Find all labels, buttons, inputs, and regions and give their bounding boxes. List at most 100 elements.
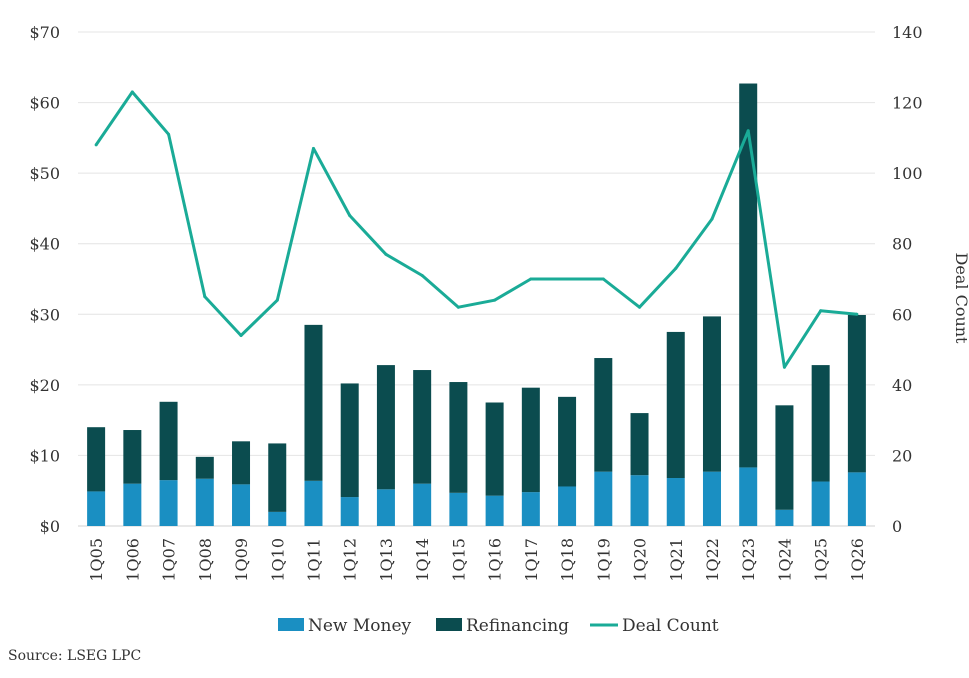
legend-label: New Money bbox=[308, 616, 412, 636]
deal-count-point bbox=[601, 277, 605, 281]
right-tick-label: 0 bbox=[892, 517, 902, 536]
x-tick-label: 1Q05 bbox=[87, 538, 106, 582]
bar-refinancing bbox=[775, 405, 794, 510]
x-tick-label: 1Q07 bbox=[160, 538, 179, 582]
right-axis-ticks: 0 20 40 60 80 100 120 140 bbox=[892, 23, 923, 536]
deal-count-point bbox=[94, 143, 98, 147]
bars bbox=[87, 83, 866, 526]
bar-new-money bbox=[811, 481, 830, 526]
legend-item: Refinancing bbox=[436, 616, 569, 636]
deal-count-point bbox=[239, 333, 243, 337]
legend-label: Refinancing bbox=[466, 616, 569, 636]
bar-new-money bbox=[232, 484, 251, 526]
bar-refinancing bbox=[739, 83, 758, 468]
legend: New Money Refinancing Deal Count bbox=[278, 616, 719, 636]
x-tick-label: 1Q13 bbox=[377, 538, 396, 582]
deal-count-point bbox=[311, 146, 315, 150]
bar-refinancing bbox=[413, 370, 432, 484]
bar-new-money bbox=[123, 483, 142, 526]
legend-label: Deal Count bbox=[622, 616, 719, 636]
deal-count-point bbox=[674, 266, 678, 270]
x-tick-label: 1Q18 bbox=[558, 538, 577, 582]
deal-count-point bbox=[710, 217, 714, 221]
deal-count-point bbox=[203, 295, 207, 299]
deal-count-point bbox=[275, 298, 279, 302]
bar-new-money bbox=[775, 509, 794, 526]
right-tick-label: 40 bbox=[892, 376, 912, 395]
bar-refinancing bbox=[123, 430, 142, 484]
bar-new-money bbox=[521, 492, 540, 526]
deal-count-point bbox=[167, 132, 171, 136]
source-note: Source: LSEG LPC bbox=[8, 648, 142, 664]
x-tick-label: 1Q21 bbox=[667, 538, 686, 582]
x-tick-label: 1Q22 bbox=[703, 538, 722, 582]
x-tick-label: 1Q08 bbox=[196, 538, 215, 582]
x-tick-label: 1Q06 bbox=[123, 538, 142, 582]
bar-refinancing bbox=[304, 324, 323, 481]
x-tick-label: 1Q19 bbox=[594, 538, 613, 582]
bar-new-money bbox=[594, 471, 613, 526]
bar-refinancing bbox=[594, 358, 613, 472]
deal-count-point bbox=[493, 298, 497, 302]
bar-new-money bbox=[449, 492, 468, 526]
bar-refinancing bbox=[630, 413, 649, 476]
x-tick-label: 1Q14 bbox=[413, 538, 432, 582]
deal-count-point bbox=[130, 90, 134, 94]
right-tick-label: 100 bbox=[892, 164, 923, 183]
left-tick-label: $20 bbox=[29, 376, 60, 395]
bar-refinancing bbox=[847, 314, 866, 473]
right-tick-label: 140 bbox=[892, 23, 923, 42]
bar-new-money bbox=[159, 480, 178, 526]
x-tick-label: 1Q25 bbox=[812, 538, 831, 582]
bar-new-money bbox=[304, 480, 323, 526]
right-tick-label: 60 bbox=[892, 305, 912, 324]
bar-refinancing bbox=[87, 427, 106, 492]
bar-refinancing bbox=[268, 443, 287, 512]
bar-new-money bbox=[485, 495, 504, 526]
right-tick-label: 120 bbox=[892, 94, 923, 113]
bar-new-money bbox=[558, 486, 577, 526]
right-tick-label: 80 bbox=[892, 235, 912, 254]
x-tick-label: 1Q23 bbox=[739, 538, 758, 582]
right-tick-label: 20 bbox=[892, 446, 912, 465]
gridlines bbox=[78, 31, 875, 527]
bar-refinancing bbox=[376, 365, 395, 490]
x-tick-label: 1Q11 bbox=[304, 538, 323, 582]
left-axis-ticks: $0 $10 $20 $30 $40 $50 $60 $70 bbox=[29, 23, 60, 536]
deal-count-point bbox=[348, 213, 352, 217]
left-tick-label: $30 bbox=[29, 305, 60, 324]
bar-new-money bbox=[739, 467, 758, 526]
x-tick-label: 1Q17 bbox=[522, 538, 541, 582]
legend-item: New Money bbox=[278, 616, 412, 636]
left-tick-label: $50 bbox=[29, 164, 60, 183]
bar-new-money bbox=[195, 478, 214, 526]
left-tick-label: $60 bbox=[29, 94, 60, 113]
bar-refinancing bbox=[340, 383, 359, 498]
deal-count-line-group bbox=[94, 90, 859, 369]
legend-swatch bbox=[278, 618, 304, 631]
bar-new-money bbox=[630, 475, 649, 526]
deal-count-point bbox=[529, 277, 533, 281]
deal-count-point bbox=[855, 312, 859, 316]
x-tick-label: 1Q20 bbox=[631, 538, 650, 582]
x-tick-label: 1Q12 bbox=[341, 538, 360, 582]
deal-count-line bbox=[94, 90, 858, 369]
deal-count-point bbox=[456, 305, 460, 309]
bar-refinancing bbox=[232, 441, 251, 485]
bar-refinancing bbox=[558, 396, 577, 487]
legend-item: Deal Count bbox=[590, 616, 719, 636]
bar-refinancing bbox=[666, 331, 685, 479]
left-tick-label: $10 bbox=[29, 446, 60, 465]
bar-new-money bbox=[340, 497, 359, 526]
bar-new-money bbox=[413, 483, 432, 526]
deal-count-point bbox=[384, 252, 388, 256]
bar-new-money bbox=[666, 478, 685, 526]
deal-count-point bbox=[420, 273, 424, 277]
left-tick-label: $40 bbox=[29, 235, 60, 254]
right-axis-title: Deal Count bbox=[952, 253, 969, 345]
bar-refinancing bbox=[485, 402, 504, 496]
bar-refinancing bbox=[521, 387, 540, 493]
bar-refinancing bbox=[195, 456, 214, 479]
x-tick-label: 1Q26 bbox=[848, 538, 867, 582]
